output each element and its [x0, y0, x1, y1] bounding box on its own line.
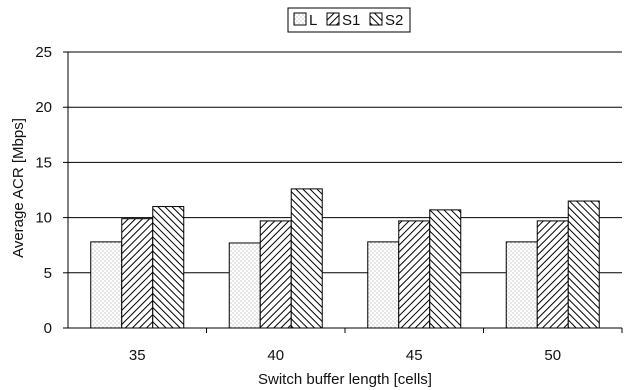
- x-tick-label: 45: [406, 347, 423, 364]
- bar-s2-45: [429, 209, 462, 329]
- bar-s2-50: [567, 200, 600, 329]
- bar-s1-45: [398, 220, 431, 329]
- legend-label-s2: S2: [385, 12, 403, 29]
- legend: L S1 S2: [287, 7, 411, 33]
- legend-swatch-s1: [326, 12, 340, 26]
- x-tick-label: 50: [544, 347, 561, 364]
- bar-l-45: [367, 241, 400, 329]
- y-tick-label: 0: [44, 320, 52, 337]
- y-axis-label: Average ACR [Mbps]: [10, 118, 27, 258]
- bar-s2-35: [152, 206, 185, 329]
- legend-box: [287, 7, 411, 33]
- y-tick-label: 25: [35, 44, 52, 61]
- bar-l-40: [228, 242, 261, 329]
- legend-swatch-s2: [369, 12, 383, 26]
- tick-labels: 0 5 10 15 20 25 35 40 45 50: [35, 44, 561, 364]
- bar-l-50: [505, 241, 538, 329]
- bars: [90, 188, 600, 329]
- x-axis-label: Switch buffer length [cells]: [258, 371, 432, 388]
- bar-s1-40: [259, 220, 292, 329]
- bar-l-35: [90, 241, 123, 329]
- y-tick-label: 15: [35, 154, 52, 171]
- legend-swatch-l: [293, 12, 307, 26]
- x-tick-label: 40: [267, 347, 284, 364]
- bar-s1-35: [121, 218, 154, 329]
- x-tick-label: 35: [129, 347, 146, 364]
- y-tick-label: 20: [35, 99, 52, 116]
- legend-label-l: L: [309, 12, 317, 29]
- bar-s2-40: [290, 188, 323, 329]
- y-tick-label: 10: [35, 210, 52, 227]
- axes: [63, 51, 623, 333]
- bar-s1-50: [536, 220, 569, 329]
- legend-label-s1: S1: [342, 12, 360, 29]
- y-tick-label: 5: [44, 265, 52, 282]
